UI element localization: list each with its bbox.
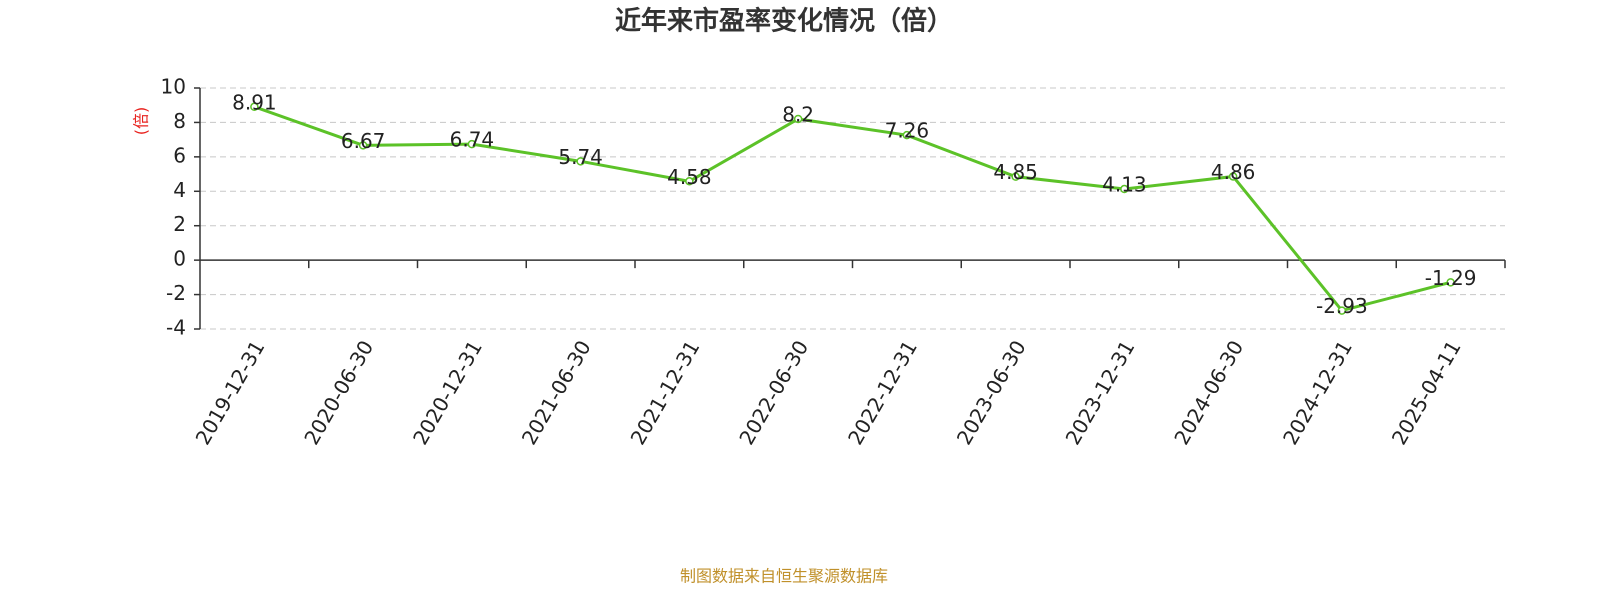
value-label: 7.26: [885, 119, 930, 143]
y-tick-label: 8: [173, 109, 186, 133]
source-note: 制图数据来自恒生聚源数据库: [680, 567, 888, 586]
x-tick-label: 2022-12-31: [843, 336, 922, 449]
point: [793, 114, 803, 124]
y-tick-label: 6: [173, 143, 186, 167]
value-label: 4.85: [993, 160, 1038, 184]
point: [358, 141, 368, 150]
value-label: 8.2: [782, 102, 814, 126]
value-label: 4.13: [1102, 173, 1147, 197]
y-tick-label: 10: [161, 75, 186, 99]
y-tick-label: 2: [173, 212, 186, 236]
point: [1446, 278, 1455, 287]
x-tick-label: 2022-06-30: [734, 336, 813, 449]
x-tick-label: 2021-06-30: [517, 336, 596, 449]
value-label: 4.58: [667, 165, 712, 189]
x-tick-label: 2023-06-30: [952, 336, 1031, 449]
value-label: 6.67: [341, 129, 386, 153]
value-label: -2.93: [1316, 294, 1368, 318]
x-tick-label: 2021-12-31: [626, 336, 705, 449]
value-label: 4.86: [1211, 160, 1256, 184]
x-tick-label: 2023-12-31: [1061, 336, 1140, 449]
point: [576, 157, 585, 166]
y-tick-label: 4: [173, 178, 186, 202]
x-tick-label: 2024-12-31: [1278, 336, 1357, 449]
point: [1228, 172, 1238, 181]
value-label: 8.91: [232, 90, 277, 114]
y-tick-label: 0: [173, 247, 186, 271]
point: [1337, 306, 1347, 315]
x-tick-label: 2020-06-30: [299, 336, 378, 449]
point: [467, 139, 477, 149]
point: [902, 130, 912, 140]
value-label: 5.74: [558, 145, 603, 169]
point: [1011, 172, 1020, 181]
x-tick-label: 2025-04-11: [1387, 336, 1466, 449]
y-axis-label: (倍): [132, 107, 151, 136]
point: [1120, 184, 1129, 194]
value-label: 6.74: [450, 128, 495, 152]
line: [253, 105, 1452, 313]
y-tick-label: -4: [166, 316, 186, 340]
point: [685, 177, 694, 186]
x-tick-label: 2019-12-31: [191, 336, 270, 449]
point: [250, 102, 259, 112]
x-tick-label: 2020-12-31: [408, 336, 487, 449]
x-tick-label: 2024-06-30: [1169, 336, 1248, 449]
value-label: -1.29: [1425, 266, 1477, 290]
y-tick-label: -2: [166, 281, 186, 305]
chart-title: 近年来市盈率变化情况（倍）: [615, 6, 953, 37]
